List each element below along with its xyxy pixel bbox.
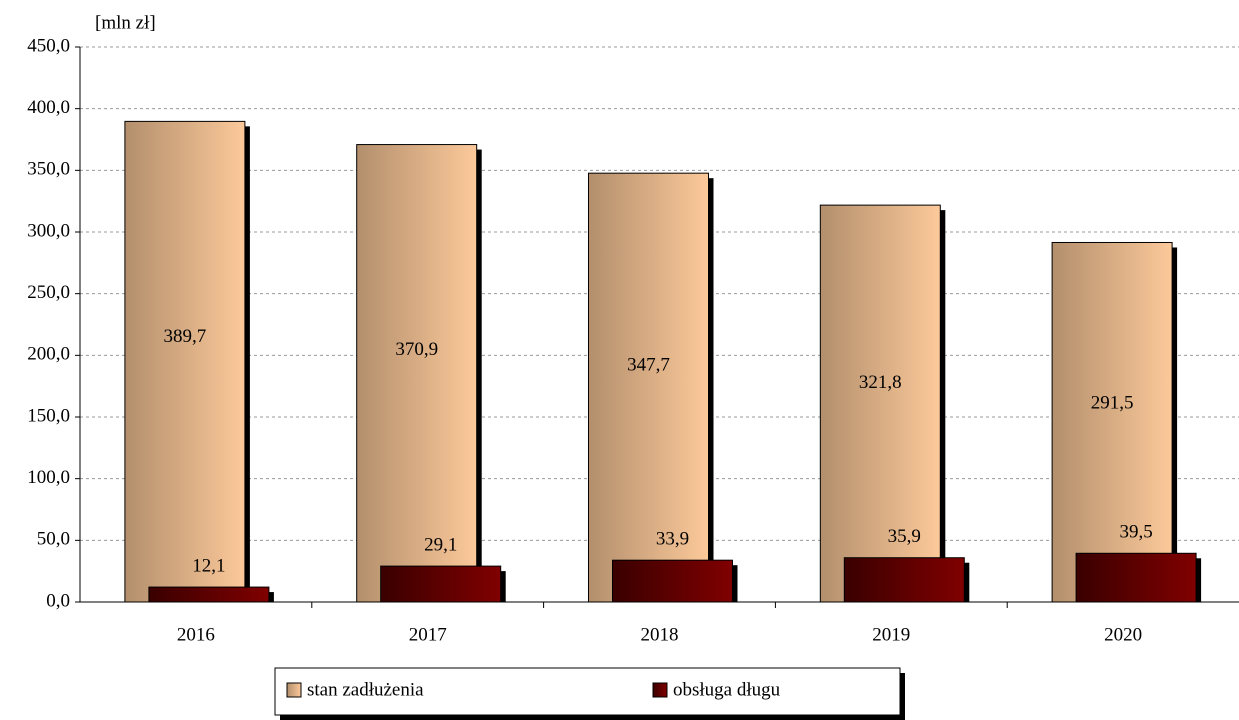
bar bbox=[1075, 552, 1197, 603]
y-tick-label: 100,0 bbox=[27, 467, 70, 488]
data-label: 12,1 bbox=[192, 555, 225, 576]
legend-label: obsługa długu bbox=[673, 679, 781, 700]
data-label: 370,9 bbox=[395, 339, 438, 360]
bar bbox=[380, 565, 502, 603]
bar bbox=[148, 586, 270, 603]
data-label: 35,9 bbox=[888, 526, 921, 547]
data-label: 33,9 bbox=[656, 529, 689, 550]
data-label: 29,1 bbox=[424, 534, 457, 555]
y-tick-label: 300,0 bbox=[27, 220, 70, 241]
bar bbox=[843, 557, 965, 603]
bar bbox=[124, 120, 246, 603]
x-tick-label: 2017 bbox=[409, 624, 447, 645]
y-tick-label: 150,0 bbox=[27, 405, 70, 426]
x-tick-label: 2020 bbox=[1104, 624, 1142, 645]
y-tick-label: 200,0 bbox=[27, 344, 70, 365]
data-label: 291,5 bbox=[1091, 393, 1134, 414]
y-axis-title: [mln zł] bbox=[95, 12, 156, 33]
y-tick-label: 50,0 bbox=[37, 529, 70, 550]
bar bbox=[1051, 241, 1173, 603]
data-label: 39,5 bbox=[1119, 522, 1152, 543]
x-tick-label: 2018 bbox=[641, 624, 679, 645]
bar bbox=[612, 559, 733, 603]
legend-label: stan zadłużenia bbox=[307, 679, 424, 700]
data-label: 347,7 bbox=[627, 355, 670, 376]
legend-swatch bbox=[286, 682, 302, 698]
y-tick-label: 250,0 bbox=[27, 282, 70, 303]
x-tick-label: 2016 bbox=[177, 624, 215, 645]
bar bbox=[356, 144, 478, 603]
data-label: 321,8 bbox=[859, 372, 902, 393]
y-tick-label: 450,0 bbox=[27, 35, 70, 56]
data-label: 389,7 bbox=[164, 326, 207, 347]
bar bbox=[819, 204, 941, 603]
y-tick-label: 400,0 bbox=[27, 97, 70, 118]
legend-swatch bbox=[652, 682, 668, 698]
y-tick-label: 0,0 bbox=[46, 590, 70, 611]
bar bbox=[588, 172, 709, 603]
y-tick-label: 350,0 bbox=[27, 159, 70, 180]
x-tick-label: 2019 bbox=[872, 624, 910, 645]
legend bbox=[274, 667, 901, 716]
